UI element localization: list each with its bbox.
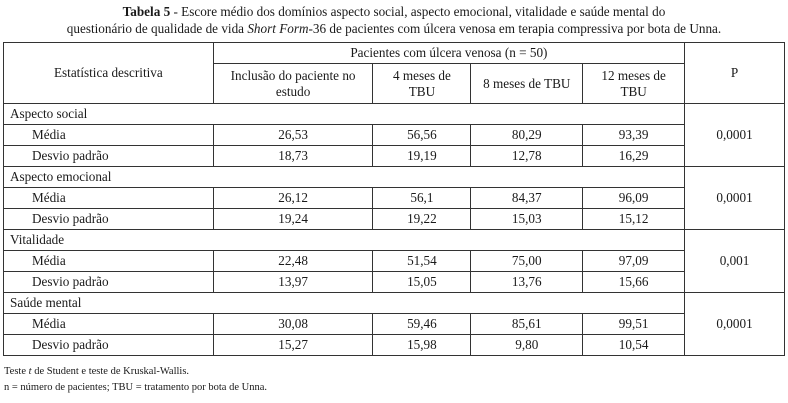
domain-row: Aspecto social 0,0001 [2, 103, 785, 167]
sd-label: Desvio padrão [3, 271, 214, 293]
sd-value: 15,98 [372, 334, 472, 356]
mean-value: 93,39 [582, 124, 686, 146]
header-col-1: 4 meses de TBU [372, 63, 472, 104]
mean-value: 59,46 [372, 313, 472, 335]
sd-value: 9,80 [470, 334, 584, 356]
header-col-3: 12 meses de TBU [582, 63, 686, 104]
mean-label: Média [3, 250, 214, 272]
domain-name: Saúde mental [2, 292, 686, 314]
mean-row: Média 30,08 59,46 85,61 99,51 [3, 313, 785, 335]
footnote-2: n = número de pacientes; TBU = tratament… [4, 382, 267, 393]
mean-value: 30,08 [212, 313, 374, 335]
sd-row: Desvio padrão 18,73 19,19 12,78 16,29 [3, 145, 785, 167]
sd-label: Desvio padrão [3, 208, 214, 230]
footnote-1b: de Student e teste de Kruskal-Wallis. [31, 366, 190, 377]
p-value: 0,0001 [684, 103, 785, 167]
p-value: 0,0001 [684, 166, 785, 230]
domain-name: Aspecto social [2, 103, 686, 125]
caption-text-1: - Escore médio dos domínios aspecto soci… [170, 4, 666, 19]
header-col-0: Inclusão do paciente no estudo [212, 63, 374, 104]
sd-value: 13,76 [470, 271, 584, 293]
table-caption: Tabela 5 - Escore médio dos domínios asp… [0, 3, 788, 37]
caption-text-2b: -36 de pacientes com úlcera venosa em te… [308, 21, 722, 36]
sd-value: 15,66 [582, 271, 686, 293]
sd-value: 16,29 [582, 145, 686, 167]
mean-value: 96,09 [582, 187, 686, 209]
mean-value: 85,61 [470, 313, 584, 335]
sd-value: 13,97 [212, 271, 374, 293]
domain-row: Vitalidade 0,001 [2, 229, 785, 293]
header-stat-col: Estatística descritiva [3, 42, 214, 104]
p-value: 0,0001 [684, 292, 785, 356]
mean-value: 99,51 [582, 313, 686, 335]
mean-value: 56,56 [372, 124, 472, 146]
mean-value: 80,29 [470, 124, 584, 146]
mean-row: Média 26,12 56,1 84,37 96,09 [3, 187, 785, 209]
caption-label: Tabela 5 [122, 4, 171, 19]
table-body: Estatística descritiva Pacientes com úlce… [2, 42, 785, 356]
sd-value: 15,27 [212, 334, 374, 356]
mean-value: 26,12 [212, 187, 374, 209]
sd-value: 19,22 [372, 208, 472, 230]
mean-row: Média 26,53 56,56 80,29 93,39 [3, 124, 785, 146]
sd-label: Desvio padrão [3, 145, 214, 167]
sd-value: 10,54 [582, 334, 686, 356]
mean-value: 26,53 [212, 124, 374, 146]
mean-value: 56,1 [372, 187, 472, 209]
sd-value: 15,03 [470, 208, 584, 230]
mean-label: Média [3, 187, 214, 209]
p-value: 0,001 [684, 229, 785, 293]
sd-value: 19,19 [372, 145, 472, 167]
footnote-1: Teste t de Student e teste de Kruskal-Wa… [4, 365, 189, 378]
mean-label: Média [3, 124, 214, 146]
domain-name: Vitalidade [2, 229, 686, 251]
header-row-2: Inclusão do paciente no estudo 4 meses de… [4, 63, 785, 104]
sd-row: Desvio padrão 13,97 15,05 13,76 15,66 [3, 271, 785, 293]
mean-value: 51,54 [372, 250, 472, 272]
sd-row: Desvio padrão 19,24 19,22 15,03 15,12 [3, 208, 785, 230]
mean-value: 97,09 [582, 250, 686, 272]
caption-italic: Short Form [247, 21, 309, 36]
header-p-col: P [684, 42, 785, 104]
mean-value: 22,48 [212, 250, 374, 272]
domain-row: Aspecto emocional 0,0001 [2, 166, 785, 230]
mean-row: Média 22,48 51,54 75,00 97,09 [3, 250, 785, 272]
sd-value: 15,12 [582, 208, 686, 230]
mean-value: 75,00 [470, 250, 584, 272]
sd-label: Desvio padrão [3, 334, 214, 356]
sd-value: 18,73 [212, 145, 374, 167]
sd-row: Desvio padrão 15,27 15,98 9,80 10,54 [3, 334, 785, 356]
results-table: Estatística descritiva Pacientes com úlce… [2, 42, 785, 356]
caption-text-2a: questionário de qualidade de vida [66, 21, 248, 36]
footnote-1-t: t [28, 366, 32, 377]
sd-value: 15,05 [372, 271, 472, 293]
domain-row: Saúde mental 0,0001 [2, 292, 785, 356]
sd-value: 12,78 [470, 145, 584, 167]
header-col-2: 8 meses de TBU [470, 63, 584, 104]
header-row-1: Estatística descritiva Pacientes com úlce… [3, 42, 785, 104]
mean-value: 84,37 [470, 187, 584, 209]
header-group: Pacientes com úlcera venosa (n = 50) [212, 42, 686, 64]
footnote-1a: Teste [4, 366, 29, 377]
domain-name: Aspecto emocional [2, 166, 686, 188]
mean-label: Média [3, 313, 214, 335]
sd-value: 19,24 [212, 208, 374, 230]
